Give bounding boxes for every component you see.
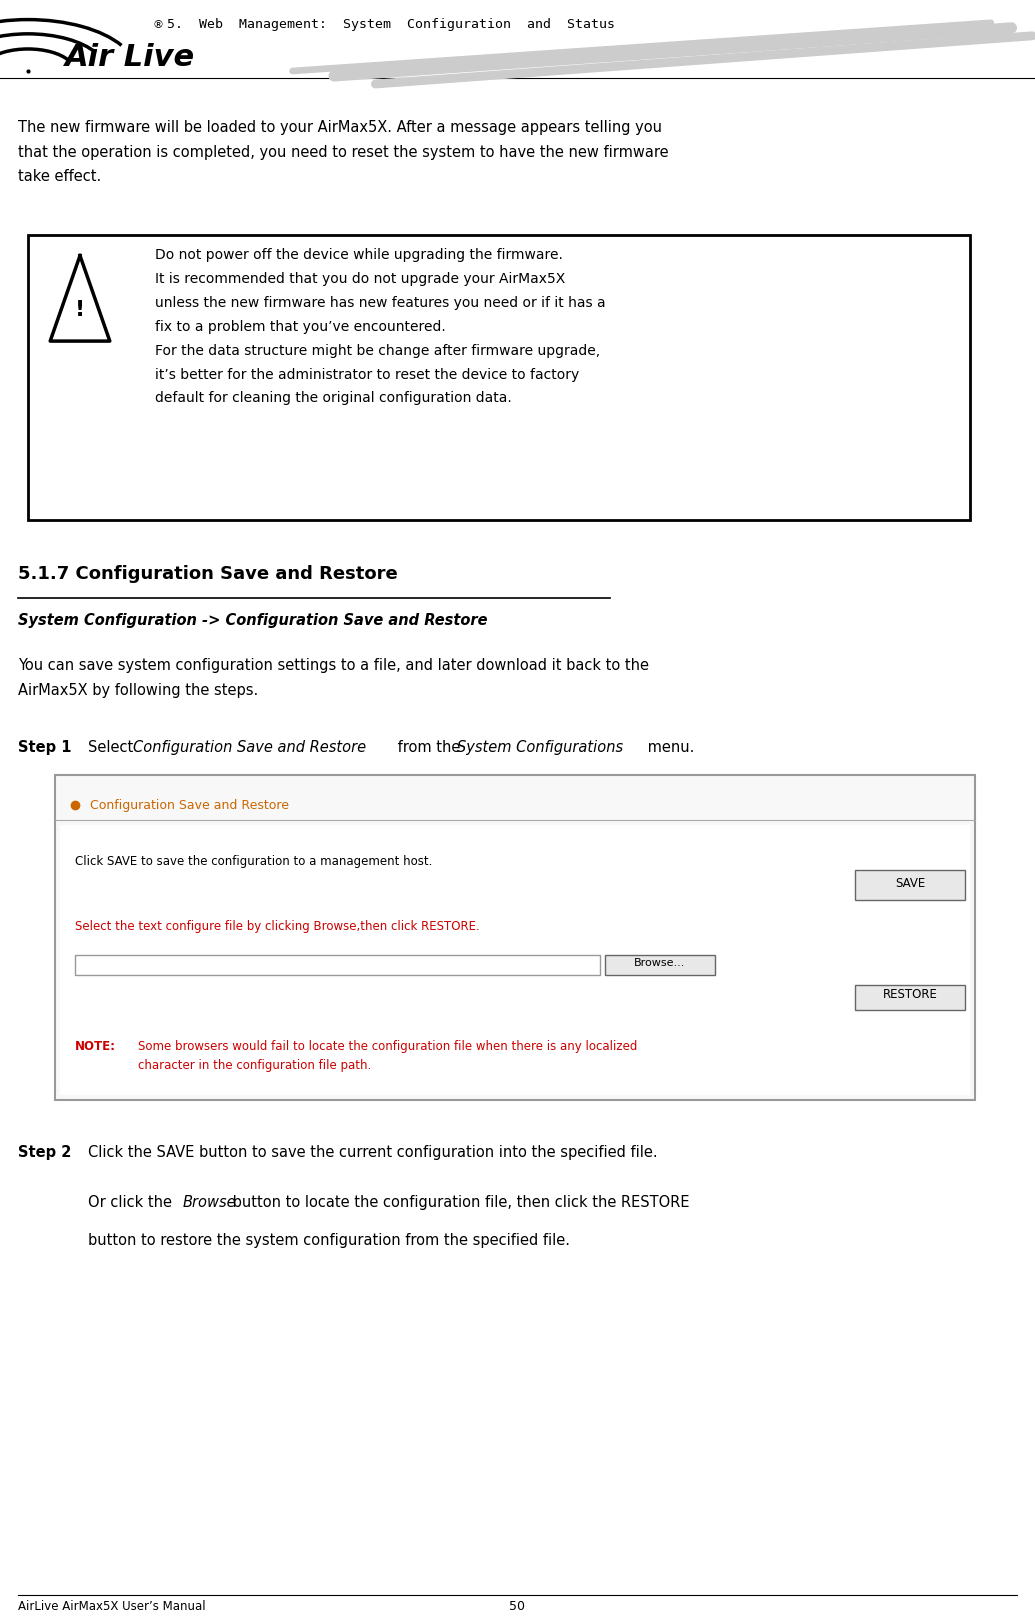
Text: Step 1: Step 1 — [18, 740, 71, 754]
Text: Select: Select — [88, 740, 138, 754]
Text: Air Live: Air Live — [65, 44, 196, 73]
Text: NOTE:: NOTE: — [75, 1039, 116, 1052]
Text: 5.  Web  Management:  System  Configuration  and  Status: 5. Web Management: System Configuration … — [167, 18, 615, 31]
Text: Select the text configure file by clicking Browse,then click RESTORE.: Select the text configure file by clicki… — [75, 920, 480, 933]
Text: 50: 50 — [509, 1600, 525, 1613]
Text: Do not power off the device while upgrading the firmware.
It is recommended that: Do not power off the device while upgrad… — [155, 248, 605, 405]
Text: System Configuration -> Configuration Save and Restore: System Configuration -> Configuration Sa… — [18, 614, 487, 628]
Text: 5.1.7 Configuration Save and Restore: 5.1.7 Configuration Save and Restore — [18, 565, 397, 583]
FancyBboxPatch shape — [605, 955, 715, 975]
Text: from the: from the — [393, 740, 465, 754]
Text: Browse: Browse — [183, 1195, 237, 1209]
Text: button to locate the configuration file, then click the RESTORE: button to locate the configuration file,… — [228, 1195, 689, 1209]
Text: menu.: menu. — [643, 740, 694, 754]
Text: The new firmware will be loaded to your AirMax5X. After a message appears tellin: The new firmware will be loaded to your … — [18, 120, 669, 185]
Text: Configuration Save and Restore: Configuration Save and Restore — [90, 798, 289, 811]
Text: button to restore the system configuration from the specified file.: button to restore the system configurati… — [88, 1234, 570, 1248]
Text: Step 2: Step 2 — [18, 1145, 71, 1159]
Text: Browse...: Browse... — [634, 958, 685, 968]
FancyBboxPatch shape — [60, 826, 970, 1094]
FancyBboxPatch shape — [75, 955, 600, 975]
Text: !: ! — [75, 300, 85, 321]
Text: AirLive AirMax5X User’s Manual: AirLive AirMax5X User’s Manual — [18, 1600, 206, 1613]
Text: RESTORE: RESTORE — [883, 989, 938, 1002]
Text: ®: ® — [153, 19, 164, 29]
Text: You can save system configuration settings to a file, and later download it back: You can save system configuration settin… — [18, 657, 649, 698]
FancyBboxPatch shape — [28, 235, 970, 520]
Text: System Configurations: System Configurations — [457, 740, 623, 754]
Text: Configuration Save and Restore: Configuration Save and Restore — [134, 740, 366, 754]
Text: SAVE: SAVE — [895, 876, 925, 889]
Text: Click the SAVE button to save the current configuration into the specified file.: Click the SAVE button to save the curren… — [88, 1145, 657, 1159]
Text: Click SAVE to save the configuration to a management host.: Click SAVE to save the configuration to … — [75, 855, 433, 868]
Text: Some browsers would fail to locate the configuration file when there is any loca: Some browsers would fail to locate the c… — [138, 1039, 638, 1072]
FancyBboxPatch shape — [855, 869, 965, 900]
FancyBboxPatch shape — [855, 984, 965, 1010]
FancyBboxPatch shape — [55, 776, 975, 1099]
Polygon shape — [50, 256, 110, 342]
Text: Or click the: Or click the — [88, 1195, 177, 1209]
